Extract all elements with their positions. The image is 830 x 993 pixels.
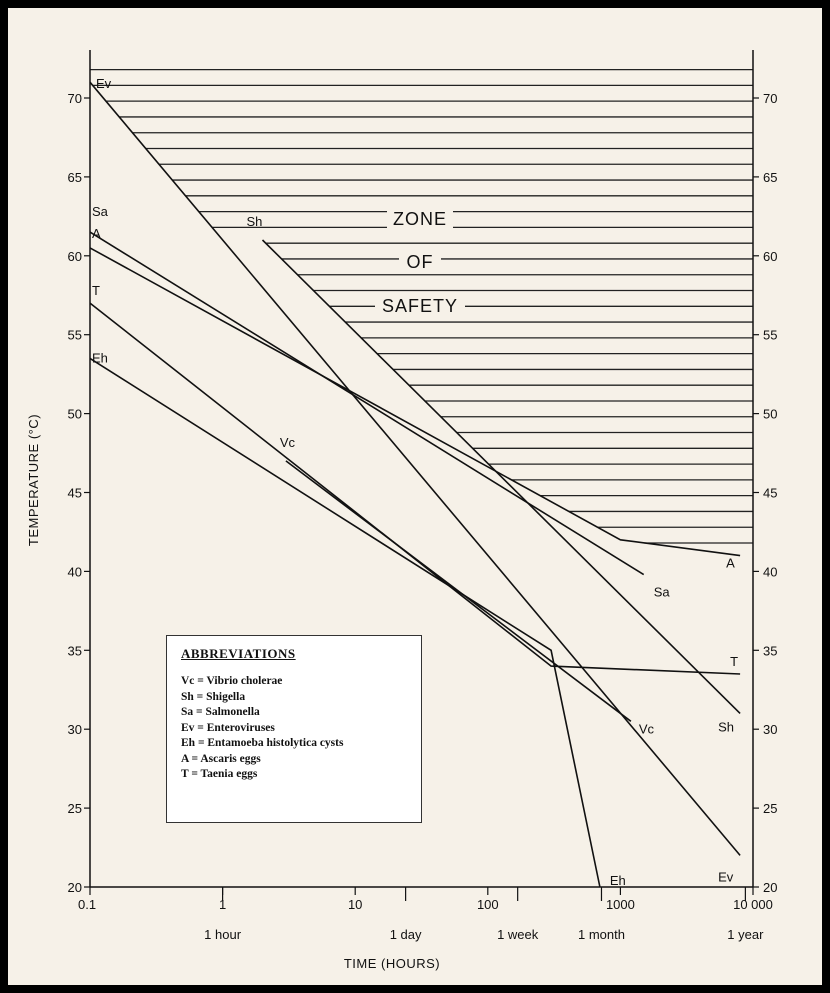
y-tick-label-left: 35 [68,643,82,658]
legend-item: T = Taenia eggs [181,768,258,780]
legend-item: Vc = Vibrio cholerae [181,675,283,687]
zone-label: SAFETY [382,296,458,316]
legend-box: ABBREVIATIONS Vc = Vibrio cholerae Sh = … [166,635,422,823]
x-tick-label: 100 [477,897,499,912]
series-label-end: Vc [639,721,655,736]
zone-label: ZONE [393,209,447,229]
y-tick-label-left: 70 [68,91,82,106]
y-tick-label-right: 20 [763,880,777,895]
legend-title: ABBREVIATIONS [181,646,296,661]
time-marker-label: 1 day [390,927,422,942]
x-tick-label: 10 000 [733,897,773,912]
legend-item: Ev = Enteroviruses [181,721,275,734]
y-tick-label-right: 65 [763,170,777,185]
y-tick-label-right: 50 [763,407,777,422]
series-label-end: Sh [718,719,734,734]
series-label-end: Eh [610,873,626,888]
series-label-end: A [726,556,735,571]
series-label-start: A [92,226,101,241]
y-tick-label-left: 50 [68,407,82,422]
y-tick-label-left: 40 [68,564,82,579]
zone-label-bg [375,292,465,318]
legend-item: Sh = Shigella [181,690,246,703]
series-label-end: Sa [654,585,671,600]
time-marker-label: 1 week [497,927,539,942]
legend-item: Eh = Entamoeba histolytica cysts [181,737,344,749]
y-tick-label-left: 20 [68,880,82,895]
series-label-start: Sa [92,204,109,219]
series-line-vc [285,460,632,722]
y-tick-label-right: 30 [763,722,777,737]
x-tick-label: 0.1 [78,897,96,912]
y-tick-label-right: 70 [763,91,777,106]
series-line-sa [89,231,645,576]
zone-label-bg [387,205,453,231]
legend-item: A = Ascaris eggs [181,752,261,765]
chart-axes [84,50,759,901]
series-line-t [89,302,741,675]
series-label-start: Eh [92,350,108,365]
x-tick-label: 10 [348,897,362,912]
x-tick-label: 1000 [606,897,635,912]
series-label-start: Ev [96,76,112,91]
y-tick-label-left: 30 [68,722,82,737]
series-label-start: Sh [247,214,263,229]
y-tick-label-left: 65 [68,170,82,185]
y-tick-label-right: 45 [763,486,777,501]
series-label-start: T [92,283,100,298]
series-label-end: T [730,654,738,669]
zone-of-safety-hatching [90,68,753,544]
y-tick-label-right: 40 [763,564,777,579]
y-tick-label-left: 45 [68,486,82,501]
x-tick-label: 1 [219,897,226,912]
time-marker-label: 1 year [727,927,764,942]
chart-labels: ZONE OF SAFETY 20 25 30 35 40 45 50 55 60 65 70 20 25 30… [26,76,777,971]
zone-label: OF [407,252,434,272]
time-marker-label: 1 month [578,927,625,942]
series-line-ev [89,81,741,856]
zone-label-bg [399,248,441,274]
y-tick-label-right: 35 [763,643,777,658]
series-label-start: Vc [280,435,296,450]
legend-item: Sa = Salmonella [181,706,260,718]
x-axis-title: TIME (HOURS) [344,956,440,971]
series-label-end: Ev [718,869,734,884]
series-line-sh [261,239,741,714]
y-tick-label-right: 60 [763,249,777,264]
time-marker-label: 1 hour [204,927,242,942]
y-tick-label-right: 55 [763,328,777,343]
y-tick-label-right: 25 [763,801,777,816]
series-line-a [89,247,741,557]
y-tick-label-left: 55 [68,328,82,343]
y-axis-title: TEMPERATURE (°C) [26,414,41,546]
series-lines [89,81,741,888]
y-tick-label-left: 25 [68,801,82,816]
series-line-eh [89,357,601,888]
y-tick-label-left: 60 [68,249,82,264]
